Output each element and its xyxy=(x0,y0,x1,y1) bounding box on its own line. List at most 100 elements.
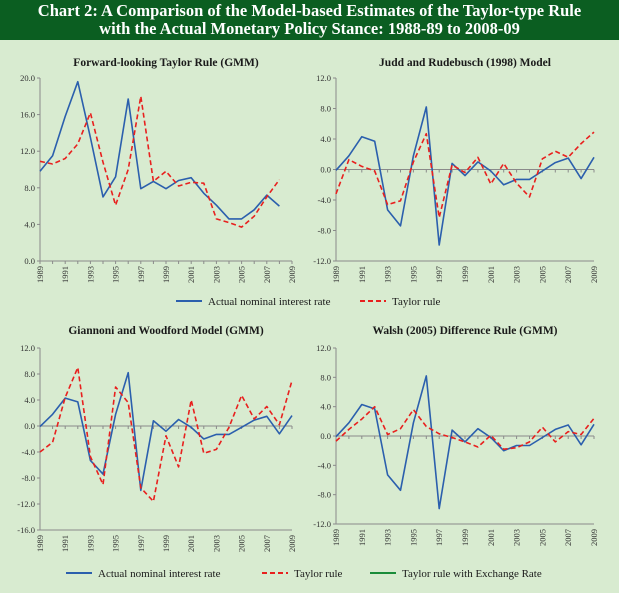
x-tick-label: 2003 xyxy=(211,535,221,552)
x-tick-label: 1993 xyxy=(85,535,95,552)
legend-label-taylor: Taylor rule xyxy=(392,296,441,308)
x-tick-label: 2003 xyxy=(211,266,221,283)
y-tick-label: -12.0 xyxy=(313,256,331,266)
x-tick-label: 2007 xyxy=(563,529,573,546)
chart-title: Walsh (2005) Difference Rule (GMM) xyxy=(372,325,557,337)
x-tick-label: 1989 xyxy=(35,266,45,283)
x-tick-label: 1995 xyxy=(408,266,418,283)
y-tick-label: 12.0 xyxy=(316,73,331,83)
y-tick-label: 8.0 xyxy=(24,369,35,379)
chart-panel-2: Judd and Rudebusch (1998) Model -12.0 -8.0… xyxy=(313,57,599,283)
chart-title-line-1: Chart 2: A Comparison of the Model-based… xyxy=(37,1,582,20)
x-tick-label: 1995 xyxy=(111,535,121,552)
legend-label-exchange: Taylor rule with Exchange Rate xyxy=(402,568,542,580)
legend-label-actual: Actual nominal interest rate xyxy=(208,296,331,308)
x-tick-label: 2007 xyxy=(262,266,272,283)
y-tick-label: -12.0 xyxy=(313,519,331,529)
y-tick-label: -8.0 xyxy=(318,226,331,236)
y-tick-label: 4.0 xyxy=(24,395,35,405)
y-tick-label: 12.0 xyxy=(20,146,35,156)
y-tick-label: 8.0 xyxy=(320,372,331,382)
x-tick-label: 1995 xyxy=(408,529,418,546)
y-tick-label: 8.0 xyxy=(320,104,331,114)
x-tick-label: 1999 xyxy=(460,529,470,546)
y-tick-label: 12.0 xyxy=(316,343,331,353)
x-tick-label: 2009 xyxy=(589,529,599,546)
x-tick-label: 2001 xyxy=(186,266,196,283)
y-tick-label: 0.0 xyxy=(24,421,35,431)
series-line-actual xyxy=(335,375,595,510)
x-tick-label: 1999 xyxy=(161,535,171,552)
x-tick-label: 2005 xyxy=(537,529,547,546)
x-tick-label: 2009 xyxy=(287,266,297,283)
y-tick-label: -4.0 xyxy=(318,195,331,205)
chart-title: Judd and Rudebusch (1998) Model xyxy=(379,57,551,69)
x-tick-label: 2005 xyxy=(537,266,547,283)
x-tick-label: 2005 xyxy=(237,535,247,552)
chart-title: Giannoni and Woodford Model (GMM) xyxy=(68,325,263,337)
x-tick-label: 1997 xyxy=(136,535,146,552)
x-tick-label: 2007 xyxy=(563,266,573,283)
x-tick-label: 1989 xyxy=(331,529,341,546)
x-tick-label: 1989 xyxy=(331,266,341,283)
y-tick-label: 4.0 xyxy=(320,402,331,412)
x-tick-label: 1993 xyxy=(383,266,393,283)
x-tick-label: 1991 xyxy=(60,266,70,283)
x-tick-label: 2001 xyxy=(486,529,496,546)
legend: Actual nominal interest rate Taylor rule T… xyxy=(66,568,542,580)
y-tick-label: 0.0 xyxy=(320,165,331,175)
series-line-taylor xyxy=(335,405,595,451)
series-line-taylor xyxy=(335,131,595,219)
y-tick-label: 4.0 xyxy=(320,134,331,144)
legend: Actual nominal interest rate Taylor rule xyxy=(176,296,441,308)
y-tick-label: -8.0 xyxy=(318,490,331,500)
x-tick-label: 1989 xyxy=(35,535,45,552)
legend-label-taylor: Taylor rule xyxy=(294,568,343,580)
series-line-actual xyxy=(39,371,293,492)
chart-title-bar: Chart 2: A Comparison of the Model-based… xyxy=(0,0,619,40)
chart-title-line-2: with the Actual Monetary Policy Stance: … xyxy=(99,19,520,38)
chart-title: Forward-looking Taylor Rule (GMM) xyxy=(73,57,259,69)
y-tick-label: -12.0 xyxy=(17,499,35,509)
y-tick-label: 4.0 xyxy=(24,219,35,229)
chart-panel-1: Forward-looking Taylor Rule (GMM) 0.0 4.0 8… xyxy=(20,57,297,283)
x-tick-label: 1999 xyxy=(460,266,470,283)
y-tick-label: 16.0 xyxy=(20,110,35,120)
x-tick-label: 2001 xyxy=(186,535,196,552)
chart-panel-3: Giannoni and Woodford Model (GMM) -16.0 -1… xyxy=(17,325,297,552)
x-tick-label: 2003 xyxy=(512,529,522,546)
series-line-taylor xyxy=(39,95,281,228)
chart-panel-4: Walsh (2005) Difference Rule (GMM) -12.0 -… xyxy=(313,325,599,546)
x-tick-label: 1997 xyxy=(136,266,146,283)
x-tick-label: 1997 xyxy=(434,529,444,546)
x-tick-label: 1995 xyxy=(111,266,121,283)
x-tick-label: 2009 xyxy=(287,535,297,552)
x-tick-label: 2003 xyxy=(512,266,522,283)
x-tick-label: 1991 xyxy=(60,535,70,552)
series-line-actual xyxy=(335,106,595,246)
x-tick-label: 1991 xyxy=(357,266,367,283)
x-tick-label: 2005 xyxy=(237,266,247,283)
x-tick-label: 2001 xyxy=(486,266,496,283)
y-tick-label: 20.0 xyxy=(20,73,35,83)
x-tick-label: 2007 xyxy=(262,535,272,552)
x-tick-label: 1991 xyxy=(357,529,367,546)
y-tick-label: 0.0 xyxy=(320,431,331,441)
y-tick-label: -4.0 xyxy=(318,460,331,470)
legend-label-actual: Actual nominal interest rate xyxy=(98,568,221,580)
x-tick-label: 1993 xyxy=(383,529,393,546)
y-tick-label: 0.0 xyxy=(24,256,35,266)
y-tick-label: -8.0 xyxy=(22,473,35,483)
series-line-taylor xyxy=(39,366,293,503)
y-tick-label: -4.0 xyxy=(22,447,35,457)
x-tick-label: 2009 xyxy=(589,266,599,283)
x-tick-label: 1993 xyxy=(85,266,95,283)
y-tick-label: 12.0 xyxy=(20,343,35,353)
y-tick-label: -16.0 xyxy=(17,525,35,535)
x-tick-label: 1999 xyxy=(161,266,171,283)
y-tick-label: 8.0 xyxy=(24,183,35,193)
x-tick-label: 1997 xyxy=(434,266,444,283)
series-line-actual xyxy=(39,80,280,220)
